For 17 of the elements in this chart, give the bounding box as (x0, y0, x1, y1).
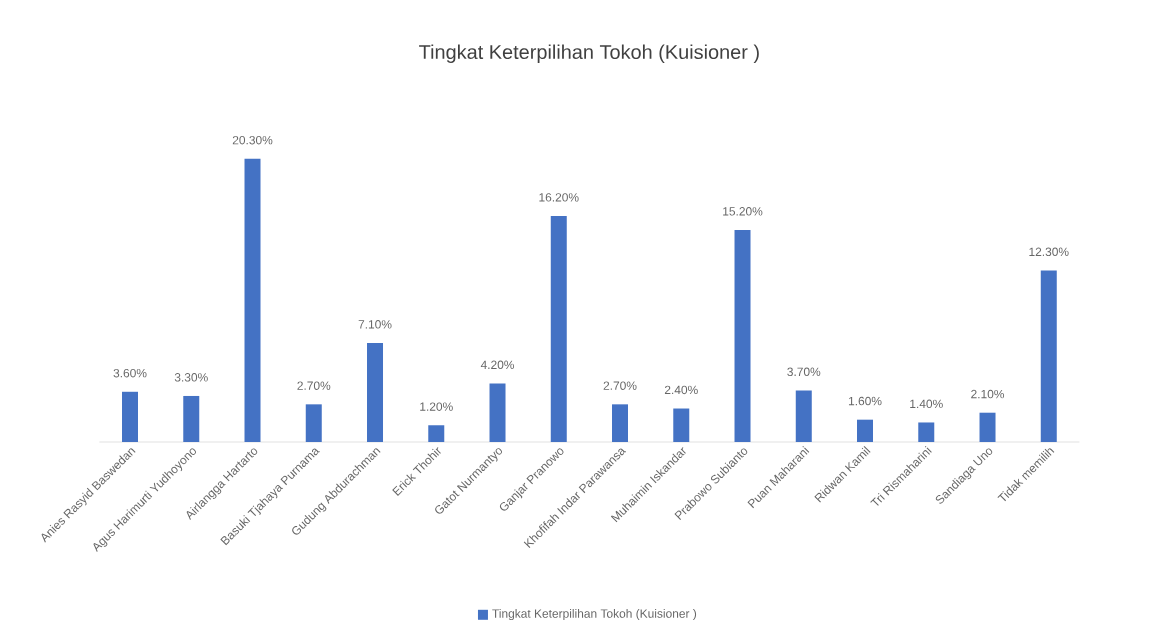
bar (183, 395, 200, 442)
bar (1040, 270, 1057, 442)
bar (612, 404, 629, 442)
bar (367, 342, 384, 442)
bar (489, 383, 506, 442)
bar (550, 216, 567, 442)
bar (673, 408, 690, 442)
chart-title: Tingkat Keterpilihan Tokoh (Kuisioner ) (419, 44, 759, 63)
bar (857, 419, 874, 442)
bar (244, 158, 261, 442)
bar (734, 229, 751, 442)
bar (305, 404, 322, 442)
bar (428, 425, 445, 442)
bar (918, 422, 935, 442)
bar (122, 391, 139, 442)
bar (795, 390, 812, 442)
bar (979, 412, 996, 442)
